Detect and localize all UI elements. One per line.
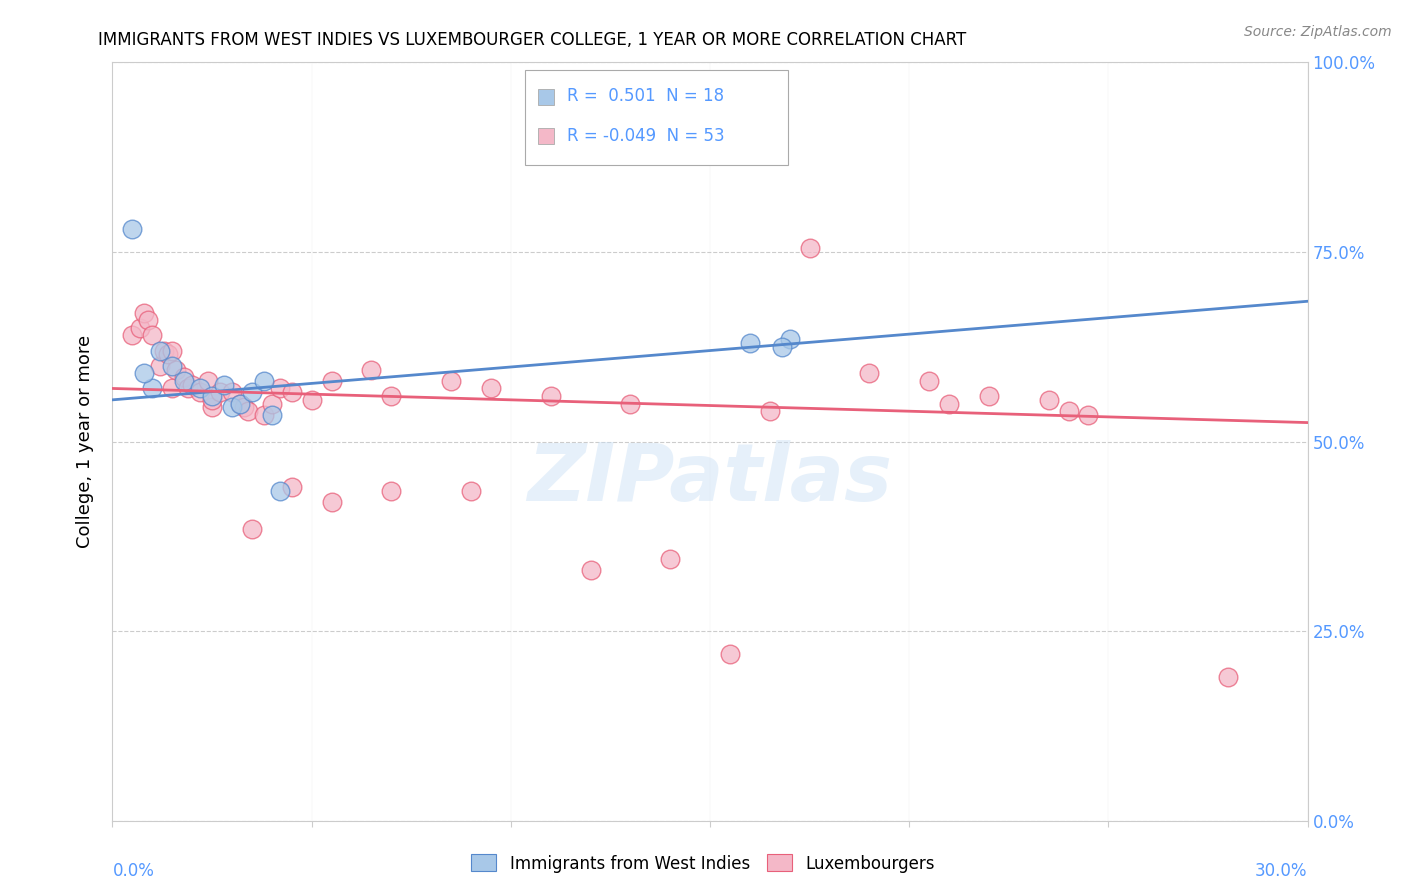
- Point: [121, 328, 143, 343]
- Point: [162, 382, 183, 396]
- Point: [253, 374, 276, 388]
- Point: [229, 396, 252, 410]
- Point: [540, 389, 562, 403]
- Point: [157, 347, 180, 361]
- Point: [212, 377, 235, 392]
- Point: [201, 401, 224, 415]
- Point: [380, 483, 402, 498]
- Legend: Immigrants from West Indies, Luxembourgers: Immigrants from West Indies, Luxembourge…: [465, 847, 941, 880]
- Point: [269, 483, 291, 498]
- Point: [141, 382, 163, 396]
- Point: [321, 495, 343, 509]
- Point: [149, 343, 172, 358]
- Point: [165, 362, 187, 376]
- Point: [718, 647, 741, 661]
- Point: [181, 377, 204, 392]
- Point: [173, 374, 195, 388]
- Point: [153, 343, 176, 358]
- Text: IMMIGRANTS FROM WEST INDIES VS LUXEMBOURGER COLLEGE, 1 YEAR OR MORE CORRELATION : IMMIGRANTS FROM WEST INDIES VS LUXEMBOUR…: [98, 31, 967, 49]
- Point: [221, 401, 243, 415]
- Point: [177, 382, 200, 396]
- Text: 0.0%: 0.0%: [112, 863, 155, 880]
- Point: [1077, 408, 1099, 422]
- Point: [918, 374, 941, 388]
- Y-axis label: College, 1 year or more: College, 1 year or more: [76, 335, 94, 548]
- Point: [121, 222, 143, 236]
- Point: [1216, 669, 1239, 683]
- Point: [221, 385, 243, 400]
- Point: [260, 396, 283, 410]
- Point: [129, 320, 152, 334]
- Point: [858, 366, 880, 380]
- Text: R = -0.049  N = 53: R = -0.049 N = 53: [567, 127, 724, 145]
- Point: [321, 374, 343, 388]
- Point: [1038, 392, 1060, 407]
- Point: [134, 305, 156, 319]
- Point: [162, 343, 183, 358]
- FancyBboxPatch shape: [524, 70, 787, 165]
- Point: [260, 408, 283, 422]
- Point: [134, 366, 156, 380]
- Point: [188, 385, 211, 400]
- Point: [240, 385, 263, 400]
- Point: [770, 340, 793, 354]
- Point: [938, 396, 960, 410]
- Point: [659, 552, 682, 566]
- Point: [201, 392, 224, 407]
- Point: [201, 389, 224, 403]
- Point: [240, 522, 263, 536]
- Point: [141, 328, 163, 343]
- Text: ZIPatlas: ZIPatlas: [527, 441, 893, 518]
- Point: [281, 480, 304, 494]
- Point: [253, 408, 276, 422]
- Point: [197, 374, 219, 388]
- Point: [779, 332, 801, 346]
- Point: [738, 335, 761, 350]
- Point: [440, 374, 463, 388]
- Point: [162, 359, 183, 373]
- Point: [360, 362, 382, 376]
- Text: R =  0.501  N = 18: R = 0.501 N = 18: [567, 87, 724, 105]
- Point: [977, 389, 1000, 403]
- Point: [380, 389, 402, 403]
- Point: [138, 313, 160, 327]
- Point: [460, 483, 482, 498]
- Point: [281, 385, 304, 400]
- Point: [233, 401, 256, 415]
- Point: [188, 382, 211, 396]
- Point: [209, 385, 232, 400]
- Point: [619, 396, 641, 410]
- Point: [301, 392, 323, 407]
- Point: [173, 370, 195, 384]
- Point: [149, 359, 172, 373]
- Point: [759, 404, 782, 418]
- Point: [269, 382, 291, 396]
- Point: [236, 404, 259, 418]
- Point: [799, 241, 821, 255]
- Text: Source: ZipAtlas.com: Source: ZipAtlas.com: [1244, 25, 1392, 39]
- Point: [229, 396, 252, 410]
- Point: [1057, 404, 1080, 418]
- Point: [479, 382, 502, 396]
- Text: 30.0%: 30.0%: [1256, 863, 1308, 880]
- Point: [579, 564, 602, 578]
